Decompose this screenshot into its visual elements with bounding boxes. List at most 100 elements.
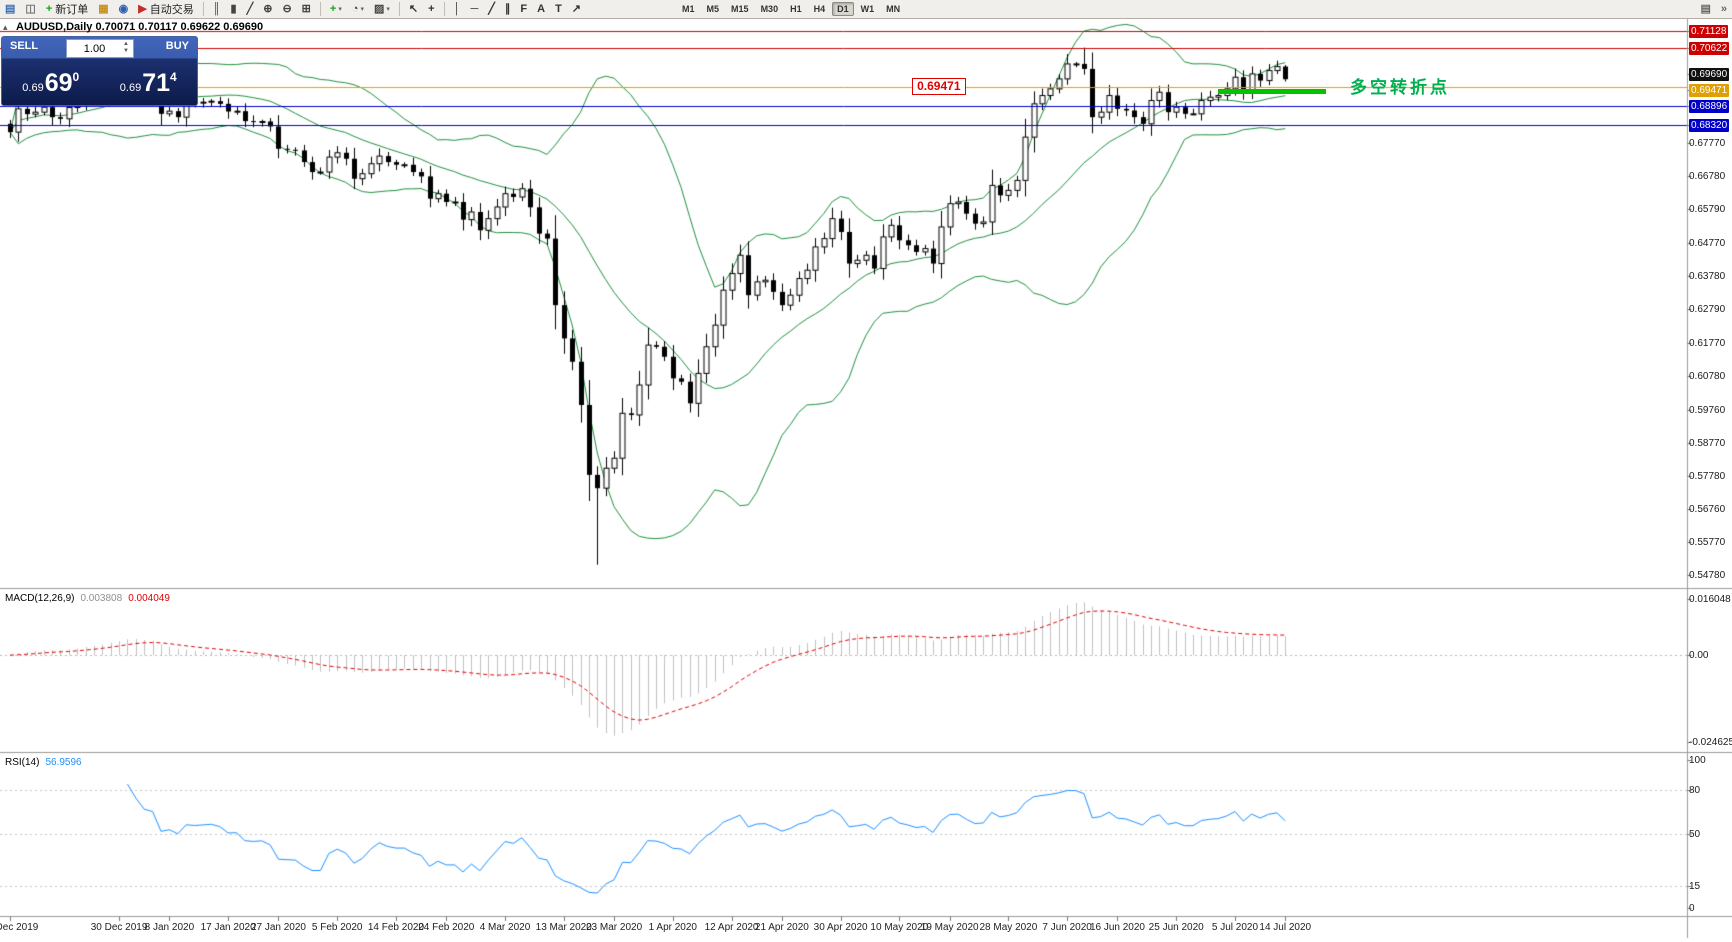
- timeframe-m1-button[interactable]: M1: [682, 4, 695, 14]
- price-annotation-flag[interactable]: 0.69471: [912, 77, 966, 95]
- arrows-icon: ↗: [571, 3, 582, 15]
- templates-button[interactable]: ▨ ▾: [370, 0, 394, 18]
- line-chart-button[interactable]: ╱: [243, 0, 258, 18]
- chart-list-icon: ▤: [1700, 3, 1711, 15]
- price-axis[interactable]: 0.67770 0.66780 0.65790 0.64770 0.63780 0.627…: [1688, 0, 1732, 942]
- horizontal-line-button[interactable]: ─: [466, 0, 482, 18]
- macd-axis-tick: -0.024625: [1689, 737, 1732, 748]
- time-axis-label: 12 Apr 2020: [704, 922, 759, 933]
- price-axis-tick: 0.58770: [1689, 438, 1726, 449]
- navigator-button[interactable]: ◉: [115, 0, 133, 18]
- new-chart-button[interactable]: ▤: [1, 0, 19, 18]
- arrows-button[interactable]: ↗: [568, 0, 585, 18]
- periods-button[interactable]: ◔ ▾: [348, 0, 368, 18]
- macd-indicator-label: MACD(12,26,9) 0.003808 0.004049: [5, 593, 170, 604]
- candlestick-chart-icon: ▮: [230, 3, 237, 15]
- crosshair-button[interactable]: +: [424, 0, 438, 18]
- sell-button[interactable]: SELL 0.69690: [2, 37, 100, 105]
- new-order-button-label: 新订单: [55, 4, 89, 16]
- buy-price: 0.69714: [119, 69, 177, 97]
- rsi-axis-tick: 100: [1689, 755, 1706, 766]
- toolbar-more-button[interactable]: »: [1717, 0, 1731, 18]
- price-axis-tick: 0.59760: [1689, 405, 1726, 416]
- rsi-axis-tick: 80: [1689, 785, 1701, 796]
- volume-box: ▲▼: [65, 39, 134, 58]
- zoom-in-button[interactable]: ⊕: [259, 0, 276, 18]
- ohlc-bars-button[interactable]: ║: [209, 0, 225, 18]
- zoom-out-icon: ⊖: [282, 3, 292, 15]
- price-axis-tick: 0.61770: [1689, 338, 1726, 349]
- one-click-trading-panel: SELL 0.69690 BUY 0.69714 ▲▼: [1, 36, 198, 106]
- rsi-axis-tick: 50: [1689, 829, 1701, 840]
- timeframe-mn-button[interactable]: MN: [886, 4, 901, 14]
- time-axis-label: 30 Apr 2020: [813, 922, 868, 933]
- timeframe-m15-button[interactable]: M15: [731, 4, 749, 14]
- price-axis-tick: 0.60780: [1689, 371, 1726, 382]
- price-axis-tick: 0.67770: [1689, 138, 1726, 149]
- price-line-label: 0.68320: [1689, 119, 1730, 132]
- time-axis-label: 30 Dec 2019: [90, 922, 148, 933]
- zoom-out-button[interactable]: ⊖: [278, 0, 295, 18]
- toolbar-separator: [319, 2, 321, 16]
- spinner-down-icon[interactable]: ▼: [123, 47, 129, 54]
- vertical-line-button[interactable]: │: [450, 0, 465, 18]
- templates-icon: ▨: [374, 3, 385, 15]
- time-axis-label: 25 Jun 2020: [1148, 922, 1204, 933]
- volume-input[interactable]: [68, 40, 121, 57]
- time-axis-label: 27 Jan 2020: [250, 922, 306, 933]
- text-button[interactable]: A: [533, 0, 549, 18]
- buy-label: BUY: [165, 40, 189, 52]
- chart-title: AUDUSD,Daily 0.70071 0.70117 0.69622 0.6…: [16, 21, 264, 33]
- turning-point-label[interactable]: 多空转折点: [1350, 78, 1450, 97]
- text-label-button[interactable]: T: [551, 0, 566, 18]
- text-icon: A: [537, 3, 546, 15]
- time-axis-label: 28 May 2020: [979, 922, 1038, 933]
- time-axis-label: 17 Jan 2020: [200, 922, 256, 933]
- volume-spinner[interactable]: ▲ ▼: [121, 40, 132, 55]
- time-axis-label: 14 Feb 2020: [367, 922, 425, 933]
- timeframe-m30-button[interactable]: M30: [760, 4, 779, 14]
- timeframe-h4-button[interactable]: H4: [813, 4, 826, 14]
- zoom-in-icon: ⊕: [263, 3, 273, 15]
- chart-profiles-icon: ◫: [25, 3, 36, 15]
- fibonacci-button[interactable]: F: [516, 0, 531, 18]
- chart-list-button[interactable]: ▤: [1696, 0, 1714, 18]
- trendline-icon: ╱: [488, 3, 495, 15]
- trendline-button[interactable]: ╱: [484, 0, 499, 18]
- time-axis-label: 1 Apr 2020: [648, 922, 697, 933]
- new-chart-icon: ▤: [5, 3, 16, 15]
- indicators-icon: +: [329, 3, 337, 15]
- crosshair-icon: +: [428, 3, 435, 15]
- periods-icon: ◔: [351, 3, 359, 15]
- market-watch-button[interactable]: ▦: [94, 0, 112, 18]
- price-axis-tick: 0.63780: [1689, 271, 1726, 282]
- timeframe-d1-button[interactable]: D1: [832, 2, 854, 16]
- trade-panel-collapse-arrow[interactable]: ▴: [3, 22, 8, 32]
- price-line-label: 0.69690: [1689, 68, 1730, 81]
- timeframe-h1-button[interactable]: H1: [790, 4, 802, 14]
- turning-point-line[interactable]: [1218, 88, 1327, 94]
- spinner-up-icon[interactable]: ▲: [123, 40, 129, 47]
- rsi-indicator-label: RSI(14) 56.9596: [5, 757, 82, 768]
- cursor-button[interactable]: ↖: [405, 0, 422, 18]
- tile-windows-button[interactable]: ⊞: [298, 0, 315, 18]
- price-axis-tick: 0.66780: [1689, 171, 1726, 182]
- autotrading-button[interactable]: ▶ 自动交易: [134, 0, 197, 18]
- time-axis-label: 14 Jul 2020: [1259, 922, 1312, 933]
- time-axis-label: 13 Mar 2020: [535, 922, 592, 933]
- equidistant-channel-button[interactable]: ∥: [501, 0, 515, 18]
- indicators-button[interactable]: + ▾: [326, 0, 346, 18]
- chart-profiles-button[interactable]: ◫: [21, 0, 39, 18]
- new-order-button[interactable]: + 新订单: [42, 0, 92, 18]
- tile-windows-icon: ⊞: [301, 3, 311, 15]
- timeframe-w1-button[interactable]: W1: [860, 4, 875, 14]
- toolbar-more-icon: »: [1720, 3, 1727, 15]
- buy-button[interactable]: BUY 0.69714: [100, 37, 198, 105]
- timeframe-m5-button[interactable]: M5: [706, 4, 720, 14]
- time-axis-label: 23 Mar 2020: [586, 922, 643, 933]
- candlestick-chart-button[interactable]: ▮: [227, 0, 241, 18]
- ohlc-bars-icon: ║: [212, 3, 221, 15]
